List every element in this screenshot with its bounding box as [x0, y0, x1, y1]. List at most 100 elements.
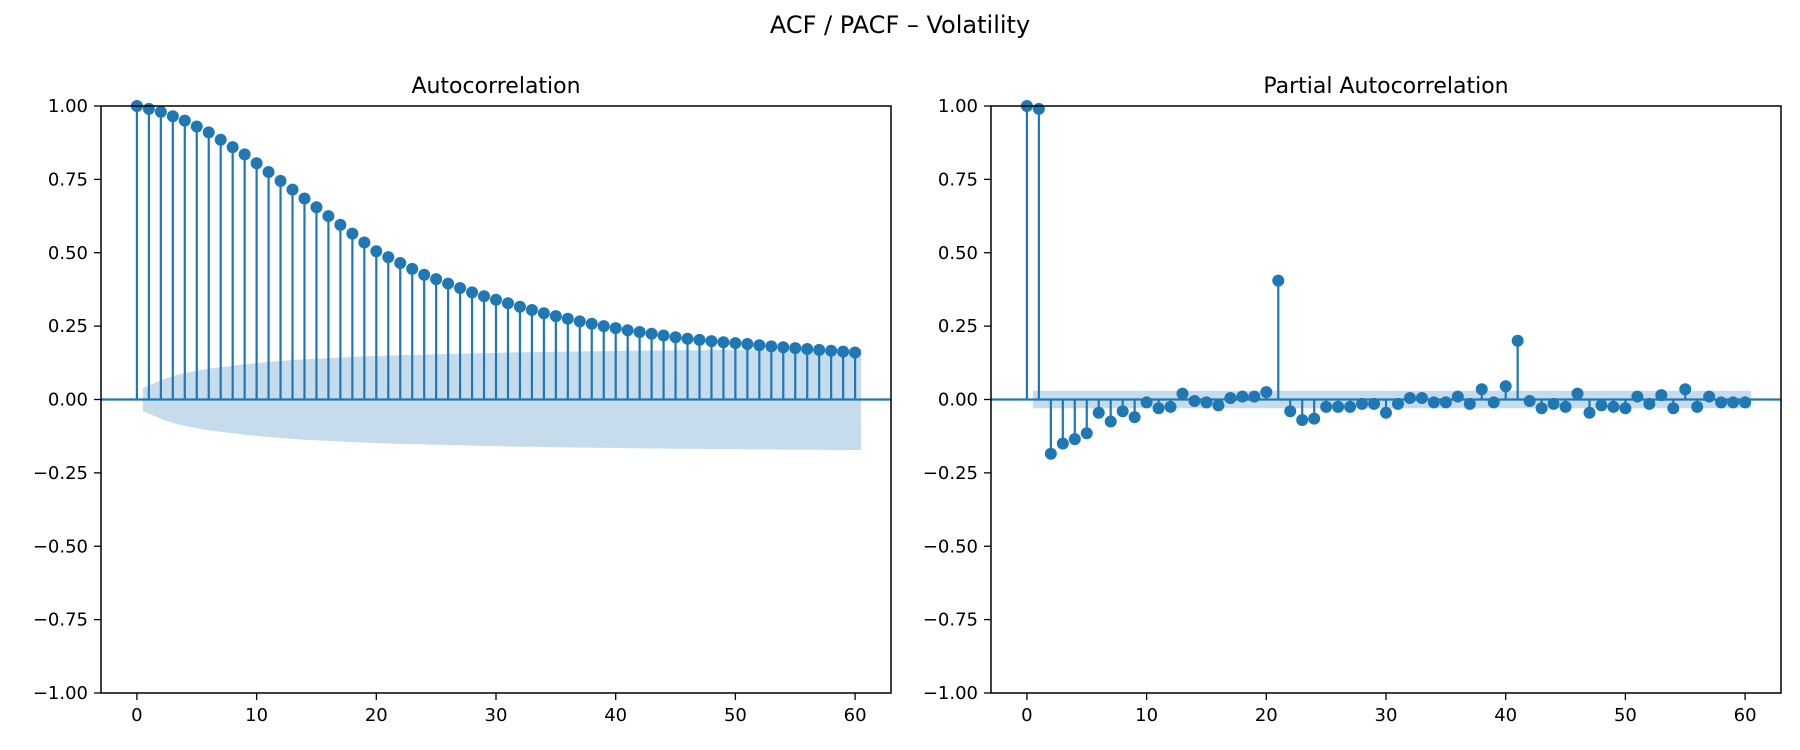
acf-ytick-label: 0.50: [48, 243, 88, 264]
pacf-point-lag-54: [1667, 402, 1680, 415]
acf-point-lag-56: [801, 343, 814, 356]
pacf-point-lag-51: [1631, 390, 1644, 403]
pacf-point-lag-44: [1547, 397, 1560, 410]
acf-point-lag-18: [346, 227, 359, 240]
pacf-point-lag-48: [1595, 399, 1608, 412]
acf-point-lag-38: [585, 317, 598, 330]
pacf-plot-area: [1025, 106, 1752, 454]
pacf-point-lag-56: [1691, 400, 1704, 413]
acf-ytick-label: −0.50: [33, 536, 88, 557]
acf-point-lag-46: [681, 332, 694, 345]
acf-point-lag-54: [777, 341, 790, 354]
acf-point-lag-3: [166, 110, 179, 123]
pacf-point-lag-40: [1499, 380, 1512, 393]
acf-point-lag-58: [825, 344, 838, 357]
pacf-xtick-label: 30: [1375, 705, 1398, 726]
acf-point-lag-9: [238, 148, 251, 161]
acf-point-lag-35: [549, 310, 562, 323]
acf-point-lag-41: [621, 324, 634, 337]
acf-point-lag-14: [298, 192, 311, 205]
pacf-point-lag-30: [1380, 406, 1392, 419]
pacf-point-lag-18: [1236, 390, 1249, 403]
pacf-point-lag-52: [1643, 397, 1656, 410]
pacf-xtick-label: 20: [1255, 705, 1278, 726]
pacf-point-lag-58: [1715, 396, 1728, 409]
pacf-point-lag-4: [1068, 433, 1081, 446]
pacf-point-lag-7: [1104, 415, 1117, 428]
pacf-point-lag-24: [1308, 412, 1321, 425]
pacf-point-lag-45: [1559, 400, 1572, 413]
acf-point-lag-44: [657, 329, 670, 342]
figure-title: ACF / PACF – Volatility: [770, 11, 1030, 39]
pacf-point-lag-26: [1332, 400, 1345, 413]
acf-xtick-label: 60: [844, 705, 867, 726]
acf-point-lag-27: [454, 281, 467, 294]
acf-point-lag-25: [430, 273, 443, 286]
acf-point-lag-43: [645, 327, 658, 340]
pacf-point-lag-38: [1475, 383, 1488, 396]
pacf-title: Partial Autocorrelation: [1263, 74, 1508, 99]
pacf-point-lag-8: [1116, 405, 1129, 418]
acf-ytick-label: −0.75: [33, 610, 88, 631]
pacf-point-lag-9: [1128, 411, 1141, 424]
pacf-point-lag-50: [1619, 402, 1632, 415]
acf-point-lag-2: [154, 105, 167, 118]
acf-point-lag-16: [322, 210, 335, 223]
pacf-point-lag-29: [1368, 397, 1381, 410]
acf-point-lag-51: [741, 338, 754, 351]
acf-point-lag-29: [478, 290, 491, 303]
pacf-point-lag-14: [1188, 394, 1201, 407]
pacf-point-lag-19: [1248, 390, 1261, 403]
pacf-point-lag-27: [1344, 400, 1357, 413]
acf-point-lag-49: [717, 336, 730, 349]
pacf-point-lag-23: [1296, 414, 1309, 427]
pacf-ytick-label: 0.75: [938, 169, 978, 190]
acf-point-lag-32: [513, 300, 526, 313]
acf-point-lag-33: [525, 303, 538, 316]
acf-panel: Autocorrelation 0 10 20 30 40 50 60 −1.00 −0.75 −0…: [33, 74, 892, 726]
pacf-point-lag-35: [1439, 396, 1452, 409]
pacf-point-lag-11: [1152, 402, 1165, 415]
pacf-point-lag-28: [1356, 397, 1369, 410]
acf-point-lag-36: [561, 312, 574, 325]
pacf-point-lag-49: [1607, 400, 1620, 413]
acf-xtick-label: 20: [365, 705, 388, 726]
pacf-point-lag-42: [1523, 394, 1536, 407]
acf-point-lag-34: [537, 307, 550, 320]
acf-ytick-label: 1.00: [48, 96, 88, 117]
acf-point-lag-31: [501, 297, 514, 310]
pacf-ytick-label: −0.50: [923, 536, 978, 557]
pacf-point-lag-37: [1463, 397, 1476, 410]
acf-point-lag-21: [382, 251, 395, 264]
pacf-ytick-label: 0.50: [938, 243, 978, 264]
pacf-ytick-label: 0.25: [938, 316, 978, 337]
acf-point-lag-55: [789, 342, 802, 355]
acf-point-lag-17: [334, 218, 347, 231]
acf-ytick-label: 0.00: [48, 390, 88, 411]
pacf-point-lag-60: [1739, 396, 1752, 409]
acf-xtick-label: 10: [245, 705, 268, 726]
acf-point-lag-53: [765, 340, 778, 353]
acf-point-lag-42: [633, 325, 646, 338]
pacf-point-lag-10: [1140, 396, 1153, 409]
acf-point-lag-6: [202, 126, 215, 139]
acf-point-lag-24: [418, 268, 431, 281]
acf-point-lag-1: [142, 102, 155, 115]
pacf-point-lag-39: [1487, 396, 1500, 409]
pacf-point-lag-43: [1535, 402, 1548, 415]
acf-point-lag-23: [406, 262, 419, 275]
acf-point-lag-8: [226, 141, 239, 154]
acf-point-lag-28: [466, 286, 479, 299]
acf-point-lag-40: [609, 322, 622, 335]
pacf-point-lag-2: [1044, 447, 1057, 460]
acf-point-lag-7: [214, 133, 227, 146]
acf-point-lag-39: [597, 320, 610, 333]
acf-point-lag-19: [358, 236, 371, 249]
acf-point-lag-12: [274, 174, 287, 187]
pacf-ytick-label: 0.00: [938, 390, 978, 411]
acf-xtick-label: 30: [485, 705, 508, 726]
pacf-point-lag-21: [1272, 274, 1285, 287]
pacf-point-lag-46: [1571, 387, 1584, 400]
acf-ytick-label: −0.25: [33, 463, 88, 484]
